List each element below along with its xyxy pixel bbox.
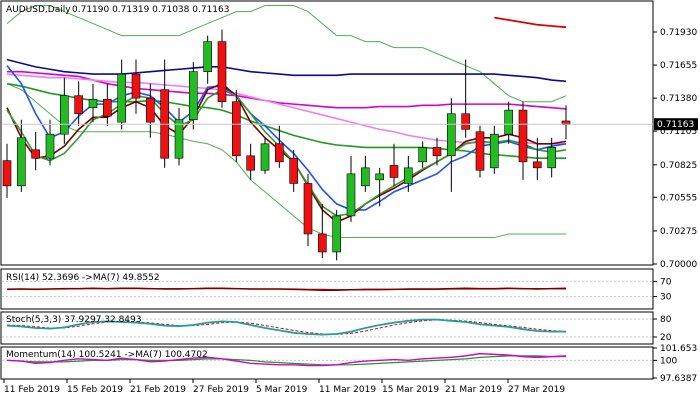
stochastic-indicator: 80 20: [2, 315, 672, 343]
price-tick-label: 0.70555: [660, 193, 697, 203]
candle-body: [533, 161, 542, 169]
candle-body: [332, 215, 341, 253]
candle-body: [60, 95, 69, 135]
candle-body: [289, 157, 298, 184]
candle-body: [88, 99, 98, 109]
date-tick-label: 15 Mar 2019: [382, 385, 439, 395]
momentum-line: [6, 352, 567, 367]
candle-body: [504, 109, 513, 135]
indicator-tick-label: 20: [660, 333, 672, 343]
main-pane-frame: [0, 0, 654, 266]
rsi-line: [6, 287, 567, 291]
price-tick-label: 0.70000: [660, 260, 697, 270]
candle-body: [461, 113, 470, 130]
candle-body: [17, 137, 26, 187]
candle-body: [447, 113, 456, 157]
moving-average-line: [6, 88, 567, 217]
long-moving-average-line: [494, 16, 567, 29]
candle-body: [45, 133, 55, 159]
candle-body: [518, 109, 528, 163]
date-tick-label: 27 Mar 2019: [508, 385, 565, 395]
date-tick-label: 11 Mar 2019: [319, 385, 376, 395]
indicator-tick-label: 70: [660, 277, 672, 287]
date-tick-label: 5 Mar 2019: [256, 385, 308, 395]
rsi-pane-frame: [0, 268, 654, 310]
candle-body: [303, 183, 313, 235]
candle-body: [318, 233, 327, 253]
date-tick-label: 11 Feb 2019: [4, 385, 60, 395]
candle-body: [189, 71, 198, 121]
momentum-indicator: 101.653 100 97.6387: [2, 344, 697, 384]
bollinger-bands: [6, 5, 567, 239]
momentum-label: Momentum(14) 100.5241 ->MA(7) 100.4702: [6, 350, 208, 360]
date-tick-label: 27 Feb 2019: [193, 385, 249, 395]
candle-body: [547, 147, 556, 169]
price-tick-label: 0.71105: [660, 127, 697, 137]
price-tick-label: 0.70275: [660, 227, 697, 237]
stoch-pane-frame: [0, 311, 654, 345]
date-tick-label: 21 Mar 2019: [445, 385, 502, 395]
bollinger-band-line: [6, 5, 567, 103]
stoch-main-line: [6, 318, 566, 336]
price-tick-label: 0.71380: [660, 94, 697, 104]
moving-average-line: [6, 82, 566, 160]
date-axis: 11 Feb 2019 15 Feb 2019 21 Feb 2019 27 Feb …: [3, 379, 565, 395]
indicator-tick-label: 30: [660, 293, 672, 303]
candle-body: [432, 147, 442, 157]
indicator-tick-label: 101.653: [660, 344, 697, 354]
price-tick-label: 0.70825: [660, 161, 697, 171]
candle-body: [490, 133, 499, 169]
rsi-label: RSI(14) 52.3696 ->MA(7) 49.8552: [6, 273, 160, 283]
moving-averages: [6, 16, 567, 223]
moving-average-line: [7, 70, 567, 110]
candle-body: [117, 73, 126, 123]
candle-body: [2, 160, 12, 187]
candle-body: [31, 149, 40, 159]
indicator-tick-label: 97.6387: [660, 374, 697, 384]
candle-body: [74, 95, 83, 115]
symbol-label: AUDUSD,Daily: [6, 5, 71, 15]
candle-body: [389, 165, 399, 178]
candle-body: [203, 41, 212, 72]
candle-body: [174, 119, 184, 159]
rsi-indicator: 70 30: [2, 277, 672, 303]
candle-body: [346, 173, 356, 217]
ohlc-readout: 0.71190 0.71319 0.71038 0.71163: [72, 5, 229, 15]
price-tick-label: 0.71655: [660, 61, 697, 71]
current-price-box: [654, 118, 698, 131]
stoch-label: Stoch(5,3,3) 37.9297 32.8493: [6, 315, 141, 325]
candle-body: [418, 147, 427, 163]
date-tick-label: 15 Feb 2019: [67, 385, 123, 395]
stoch-signal-line: [6, 319, 567, 335]
candle-body: [232, 101, 241, 157]
bollinger-band-line: [6, 83, 566, 239]
candle-body: [131, 73, 141, 99]
moving-average-line: [6, 58, 567, 83]
candle-body: [246, 155, 255, 171]
candle-body: [146, 97, 155, 123]
current-price-label: 0.71163: [657, 120, 694, 130]
candle-body: [260, 143, 270, 171]
price-tick-label: 0.71930: [660, 28, 697, 38]
indicator-tick-label: 80: [660, 315, 672, 325]
candle-body: [361, 167, 370, 187]
candle-body: [217, 41, 227, 103]
candlesticks: [2, 29, 571, 261]
moving-average-line: [6, 65, 567, 211]
candle-body: [375, 173, 384, 181]
candle-body: [404, 167, 413, 184]
candle-body: [103, 99, 112, 117]
momentum-pane-frame: [0, 346, 654, 380]
candle-body: [475, 131, 485, 171]
date-tick-label: 21 Feb 2019: [130, 385, 186, 395]
indicator-tick-label: 100: [660, 356, 677, 366]
candle-body: [275, 143, 284, 163]
price-axis: 0.71930 0.71655 0.71380 0.71105 0.70825 0.705…: [2, 28, 698, 270]
